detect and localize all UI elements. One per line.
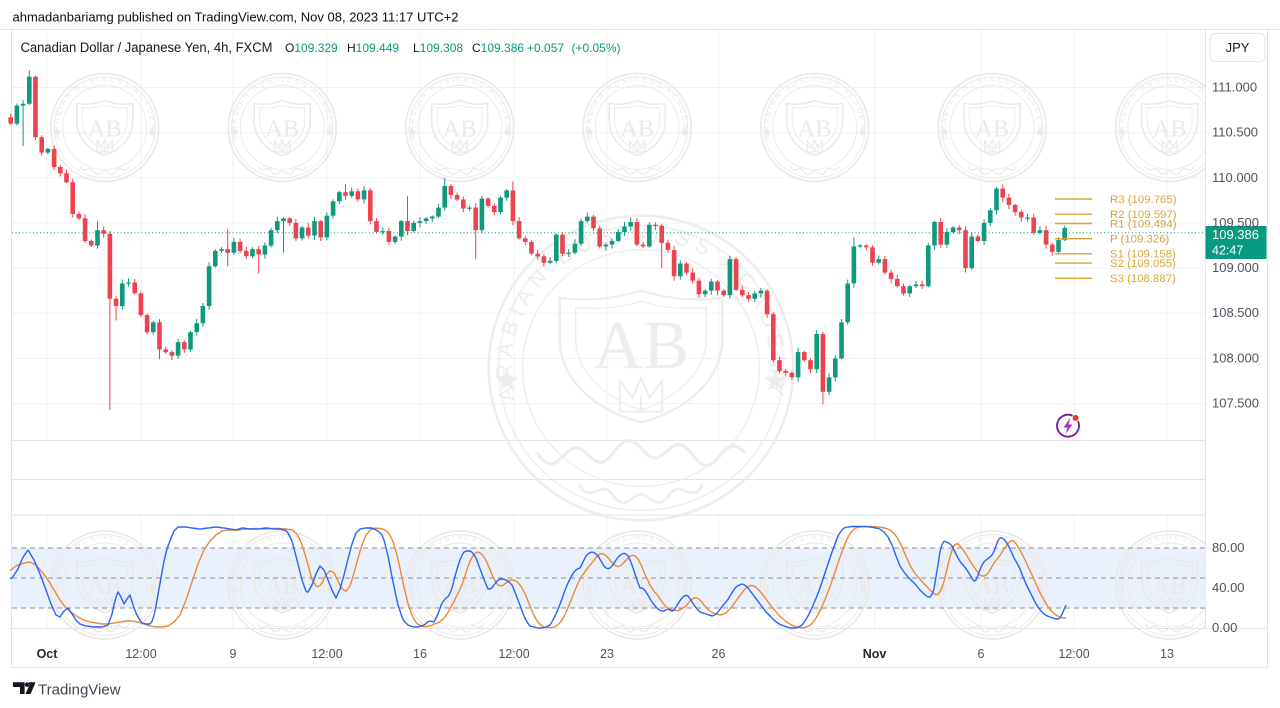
svg-text:9: 9 [230, 647, 237, 661]
svg-text:R1 (109.494): R1 (109.494) [1110, 218, 1177, 230]
svg-text:JPY: JPY [1226, 40, 1250, 55]
svg-text:S1 (109.158): S1 (109.158) [1110, 249, 1176, 261]
svg-text:109.500: 109.500 [1212, 215, 1259, 230]
svg-text:108.500: 108.500 [1212, 305, 1259, 320]
svg-text:R3 (109.765): R3 (109.765) [1110, 194, 1177, 206]
svg-text:R2 (109.597): R2 (109.597) [1110, 209, 1177, 221]
svg-text:12:00: 12:00 [125, 647, 156, 661]
svg-text:S2 (109.055): S2 (109.055) [1110, 258, 1176, 270]
svg-text:ahmadanbariamg published on Tr: ahmadanbariamg published on TradingView.… [13, 10, 459, 25]
svg-text:107.500: 107.500 [1212, 396, 1259, 411]
svg-text:109.386: 109.386 [1212, 227, 1259, 242]
svg-text:S3 (108.887): S3 (108.887) [1110, 273, 1176, 285]
svg-text:12:00: 12:00 [311, 647, 342, 661]
svg-text:108.000: 108.000 [1212, 350, 1259, 365]
svg-text:P (109.326): P (109.326) [1110, 234, 1170, 246]
svg-text:+0.057: +0.057 [527, 41, 564, 55]
svg-text:(+0.05%): (+0.05%) [572, 41, 621, 55]
svg-text:12:00: 12:00 [1058, 647, 1089, 661]
svg-text:26: 26 [712, 647, 726, 661]
svg-text:40.00: 40.00 [1212, 580, 1245, 595]
svg-text:Canadian Dollar / Japanese Yen: Canadian Dollar / Japanese Yen, 4h, FXCM [21, 40, 273, 55]
svg-text:109.000: 109.000 [1212, 260, 1259, 275]
svg-text:6: 6 [978, 647, 985, 661]
svg-text:110.500: 110.500 [1212, 125, 1258, 140]
svg-text:O109.329: O109.329 [285, 41, 338, 55]
svg-text:110.000: 110.000 [1212, 170, 1258, 185]
svg-text:42:47: 42:47 [1212, 244, 1243, 258]
svg-text:Oct: Oct [37, 647, 59, 661]
svg-text:111.000: 111.000 [1212, 80, 1257, 95]
svg-text:C109.386: C109.386 [472, 41, 524, 55]
svg-text:13: 13 [1160, 647, 1174, 661]
svg-text:0.00: 0.00 [1212, 620, 1237, 635]
svg-text:Nov: Nov [863, 647, 887, 661]
svg-text:H109.449: H109.449 [347, 41, 399, 55]
svg-text:16: 16 [413, 647, 427, 661]
svg-text:12:00: 12:00 [498, 647, 529, 661]
svg-text:80.00: 80.00 [1212, 540, 1245, 555]
svg-text:L109.308: L109.308 [413, 41, 463, 55]
svg-text:TradingView: TradingView [38, 682, 121, 699]
svg-text:23: 23 [600, 647, 614, 661]
